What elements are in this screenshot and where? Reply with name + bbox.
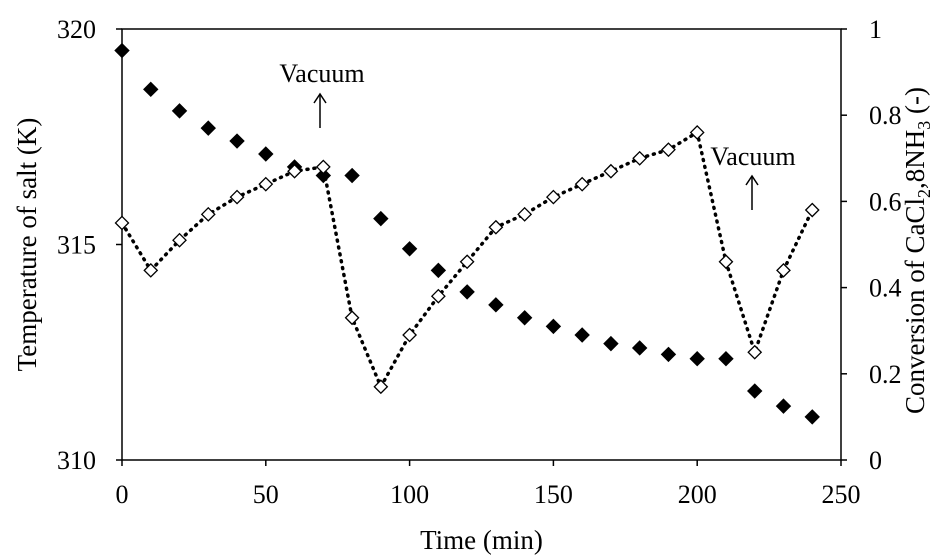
temperature-point: [171, 103, 188, 119]
temperature-point: [631, 340, 648, 356]
conversion-point: [488, 219, 504, 235]
x-tick-label: 50: [253, 480, 279, 509]
y-left-tick-label: 310: [57, 446, 96, 475]
conversion-point: [402, 327, 418, 343]
conversion-point: [574, 176, 590, 192]
y-right-axis-label: Conversion of CaCl2,8NH3 (-): [900, 87, 934, 414]
conversion-point: [661, 142, 676, 158]
conversion-point: [747, 344, 763, 360]
conversion-series: [114, 125, 820, 395]
y-left-axis-label: Temperature of salt (K): [12, 118, 42, 372]
conversion-point: [804, 202, 820, 218]
temperature-point: [574, 327, 590, 343]
conversion-point: [200, 206, 216, 222]
x-tick-label: 0: [116, 480, 129, 509]
temperature-point: [459, 284, 475, 300]
y-right-axis-label-part: (-): [900, 87, 930, 121]
conversion-point: [258, 176, 274, 192]
x-tick-label: 150: [534, 480, 573, 509]
up-arrow-head-icon: [745, 174, 759, 186]
y-right-tick-label: 1: [869, 15, 882, 44]
x-axis-label: Time (min): [420, 525, 543, 555]
x-tick-label: 250: [822, 480, 861, 509]
temperature-point: [401, 241, 418, 257]
y-right-tick-label: 0.4: [869, 274, 902, 303]
temperature-point: [545, 318, 562, 335]
x-tick-label: 100: [390, 480, 429, 509]
axes: 0 50 100 150 200 250 310 315 320 0 0.2 0.4 0.6 0.8 1 Ti…: [12, 15, 934, 555]
conversion-point: [114, 215, 130, 231]
temperature-point: [373, 210, 389, 227]
temperature-point: [516, 310, 533, 326]
vacuum-annotation-label: Vacuum: [710, 142, 795, 171]
temperature-point: [344, 167, 360, 184]
conversion-point: [287, 163, 302, 179]
conversion-point: [143, 262, 159, 278]
temperature-point: [660, 346, 677, 363]
conversion-point: [459, 254, 475, 270]
temperature-point: [200, 120, 216, 136]
x-tick-label: 200: [678, 480, 717, 509]
y-right-tick-label: 0.2: [869, 360, 902, 389]
conversion-point: [718, 254, 734, 270]
conversion-point: [545, 189, 561, 205]
temperature-point: [689, 351, 705, 367]
conversion-point: [172, 232, 187, 248]
conversion-point: [229, 189, 245, 205]
y-right-axis-label-part: Conversion of CaCl: [900, 198, 930, 414]
y-left-tick-label: 320: [57, 15, 96, 44]
up-arrow-head-icon: [313, 92, 327, 104]
conversion-point: [689, 125, 705, 140]
conversion-point: [315, 159, 331, 175]
conversion-point: [517, 206, 533, 222]
temperature-point: [488, 297, 504, 313]
temperature-point: [718, 351, 734, 367]
temperature-series: [114, 42, 820, 425]
y-right-axis-label-part: ,8NH: [900, 130, 930, 189]
conversion-point: [776, 262, 791, 278]
temperature-point: [430, 262, 447, 279]
temperature-point: [143, 81, 159, 98]
temperature-point: [229, 133, 245, 149]
temperature-point: [603, 335, 619, 352]
conversion-point: [344, 310, 360, 326]
y-right-axis-label-part: 2: [914, 189, 934, 198]
y-left-tick-label: 315: [57, 231, 96, 260]
conversion-point: [603, 163, 619, 179]
conversion-point: [430, 288, 446, 304]
y-right-tick-label: 0.8: [869, 101, 902, 130]
temperature-point: [114, 42, 130, 59]
conversion-point: [373, 379, 389, 395]
vacuum-annotation-label: Vacuum: [279, 59, 364, 88]
temperature-point: [747, 383, 763, 399]
annotations: Vacuum Vacuum: [279, 59, 796, 210]
temperature-point: [258, 146, 274, 162]
y-right-tick-label: 0.6: [869, 187, 902, 216]
y-right-axis-label-part: 3: [914, 121, 934, 130]
conversion-point: [632, 150, 648, 166]
temperature-point: [804, 409, 820, 425]
y-right-tick-label: 0: [869, 446, 882, 475]
temperature-point: [775, 398, 792, 414]
